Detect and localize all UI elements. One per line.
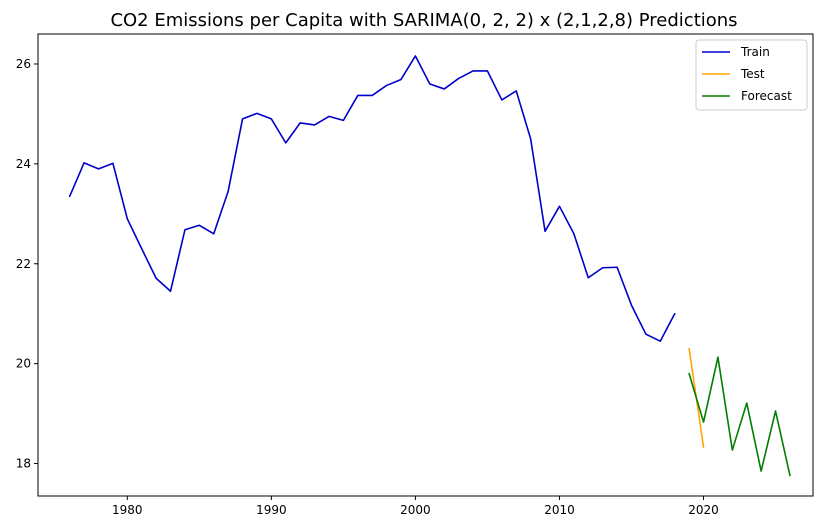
y-tick-label: 26 <box>16 57 31 71</box>
legend-label-forecast: Forecast <box>741 89 792 103</box>
x-tick-label: 2020 <box>688 503 719 517</box>
x-axis: 1980 1990 2000 2010 2020 <box>112 496 719 517</box>
y-tick-label: 24 <box>16 157 31 171</box>
series-line-train <box>68 55 676 342</box>
x-tick-label: 1990 <box>256 503 287 517</box>
x-tick-label: 2010 <box>544 503 575 517</box>
legend: Train Test Forecast <box>695 39 808 111</box>
legend-box <box>695 39 808 111</box>
y-tick-label: 18 <box>16 457 31 471</box>
x-tick-label: 2000 <box>400 503 431 517</box>
axes-frame <box>37 33 814 497</box>
legend-label-test: Test <box>740 67 765 81</box>
y-tick-label: 20 <box>16 357 31 371</box>
chart-title: CO2 Emissions per Capita with SARIMA(0, … <box>110 10 737 31</box>
legend-label-train: Train <box>740 45 770 59</box>
y-axis: 18 20 22 24 26 <box>16 57 38 471</box>
series-line-forecast <box>688 356 791 477</box>
y-tick-label: 22 <box>16 257 31 271</box>
x-tick-label: 1980 <box>112 503 143 517</box>
plot-lines <box>68 55 791 477</box>
